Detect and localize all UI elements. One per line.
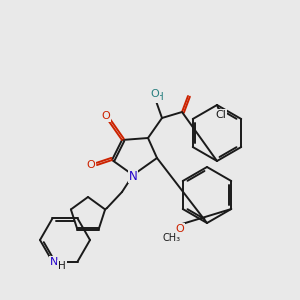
Text: H: H: [58, 261, 66, 271]
Text: O: O: [151, 89, 159, 99]
Text: H: H: [156, 92, 164, 102]
Text: N: N: [129, 169, 137, 182]
Text: O: O: [102, 111, 110, 121]
Text: O: O: [176, 224, 184, 234]
Text: CH₃: CH₃: [163, 233, 181, 243]
Text: N: N: [50, 257, 58, 267]
Text: O: O: [87, 160, 95, 170]
Text: Cl: Cl: [216, 110, 226, 120]
